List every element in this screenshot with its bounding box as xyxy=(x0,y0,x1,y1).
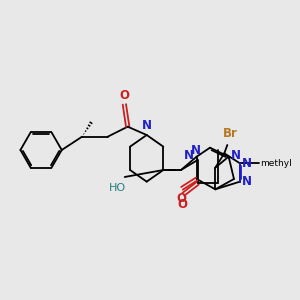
Text: O: O xyxy=(176,192,186,205)
Text: HO: HO xyxy=(109,183,126,193)
Text: methyl: methyl xyxy=(260,159,292,168)
Text: N: N xyxy=(142,119,152,132)
Text: N: N xyxy=(242,157,252,170)
Text: O: O xyxy=(119,89,129,102)
Text: N: N xyxy=(184,149,194,162)
Text: N: N xyxy=(231,149,241,162)
Text: O: O xyxy=(178,198,188,211)
Text: N: N xyxy=(191,144,201,157)
Text: N: N xyxy=(242,175,252,188)
Text: Br: Br xyxy=(223,127,237,140)
